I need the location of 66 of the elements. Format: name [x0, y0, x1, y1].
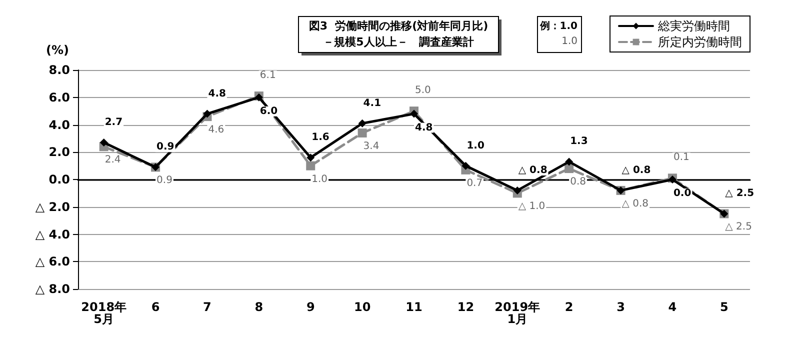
y-tick-label: 2.0	[48, 145, 70, 160]
data-label: 4.1	[363, 98, 382, 109]
data-label: 0.9	[156, 175, 172, 186]
point	[100, 138, 108, 147]
data-label: 0.9	[156, 142, 174, 153]
y-tick-label: 4.0	[48, 118, 70, 132]
data-label: 2.4	[104, 154, 121, 166]
data-label: 1.6	[312, 132, 330, 144]
x-tick-label: 5	[720, 300, 728, 314]
y-tick-label: △ 6.0	[35, 254, 70, 269]
x-tick-label: 10	[354, 300, 371, 314]
data-label: 4.8	[208, 88, 226, 100]
data-label: 5.0	[415, 85, 431, 96]
y-tick-label: 8.0	[48, 63, 70, 77]
annotation: △ 0.8	[518, 164, 548, 176]
data-label: 0.8	[570, 176, 586, 188]
y-tick-label: △ 2.0	[35, 200, 70, 214]
chart-subtitle: －規模5人以上－ 調査産業計	[323, 36, 474, 48]
point	[565, 158, 574, 166]
x-tick-label: 4	[668, 300, 677, 314]
x-tick-label: 12	[457, 300, 474, 314]
data-label: 1.0	[466, 140, 484, 152]
x-tick-label: 2019年 1月	[494, 300, 540, 326]
y-tick-label: △ 4.0	[35, 227, 70, 242]
y-tick-label: 6.0	[48, 90, 70, 104]
chart-title: 図3 労働時間の推移(対前年同月比)	[308, 20, 488, 32]
point	[306, 161, 316, 170]
text: 1.0	[562, 36, 578, 47]
data-label: 6.1	[260, 70, 276, 82]
data-label: 3.4	[363, 140, 380, 152]
y-tick-label: 0.0	[48, 172, 70, 186]
point	[203, 110, 212, 118]
point	[564, 164, 574, 174]
point	[462, 162, 470, 170]
x-tick-label: 8	[254, 300, 264, 314]
annotation: △ 1.0	[518, 201, 546, 212]
data-label: 1.0	[312, 174, 328, 185]
data-label: 4.8	[415, 122, 433, 134]
data-label: 0.1	[673, 152, 690, 164]
y-tick-label: △ 8.0	[35, 282, 70, 296]
data-label: 1.3	[570, 136, 588, 148]
text: 例：1.0	[538, 20, 578, 32]
point	[513, 186, 522, 194]
x-tick-label: 6	[151, 300, 160, 314]
x-tick-label: 11	[406, 300, 422, 314]
point	[358, 119, 366, 128]
point	[358, 128, 367, 138]
point	[306, 154, 315, 162]
x-tick-label: 2018年 5月	[81, 300, 127, 326]
annotation: △ 2.5	[725, 222, 752, 233]
data-label: 0.7	[466, 178, 483, 189]
x-tick-label: 7	[203, 300, 212, 314]
point	[410, 110, 418, 118]
annotation: △ 0.8	[622, 164, 651, 176]
data-label: 2.7	[104, 117, 123, 128]
y-axis-title: (%)	[46, 43, 69, 57]
x-tick-label: 2	[564, 300, 574, 314]
data-label: 0.0	[673, 188, 692, 199]
annotation: △ 0.8	[622, 198, 649, 210]
x-tick-label: 9	[306, 300, 315, 314]
legend-label: 所定内労働時間	[658, 35, 742, 49]
data-label: 6.0	[260, 106, 278, 117]
data-label: 4.6	[208, 124, 224, 136]
legend-label: 総実労働時間	[657, 19, 730, 33]
x-tick-label: 3	[616, 300, 625, 314]
annotation: △ 2.5	[725, 188, 754, 200]
